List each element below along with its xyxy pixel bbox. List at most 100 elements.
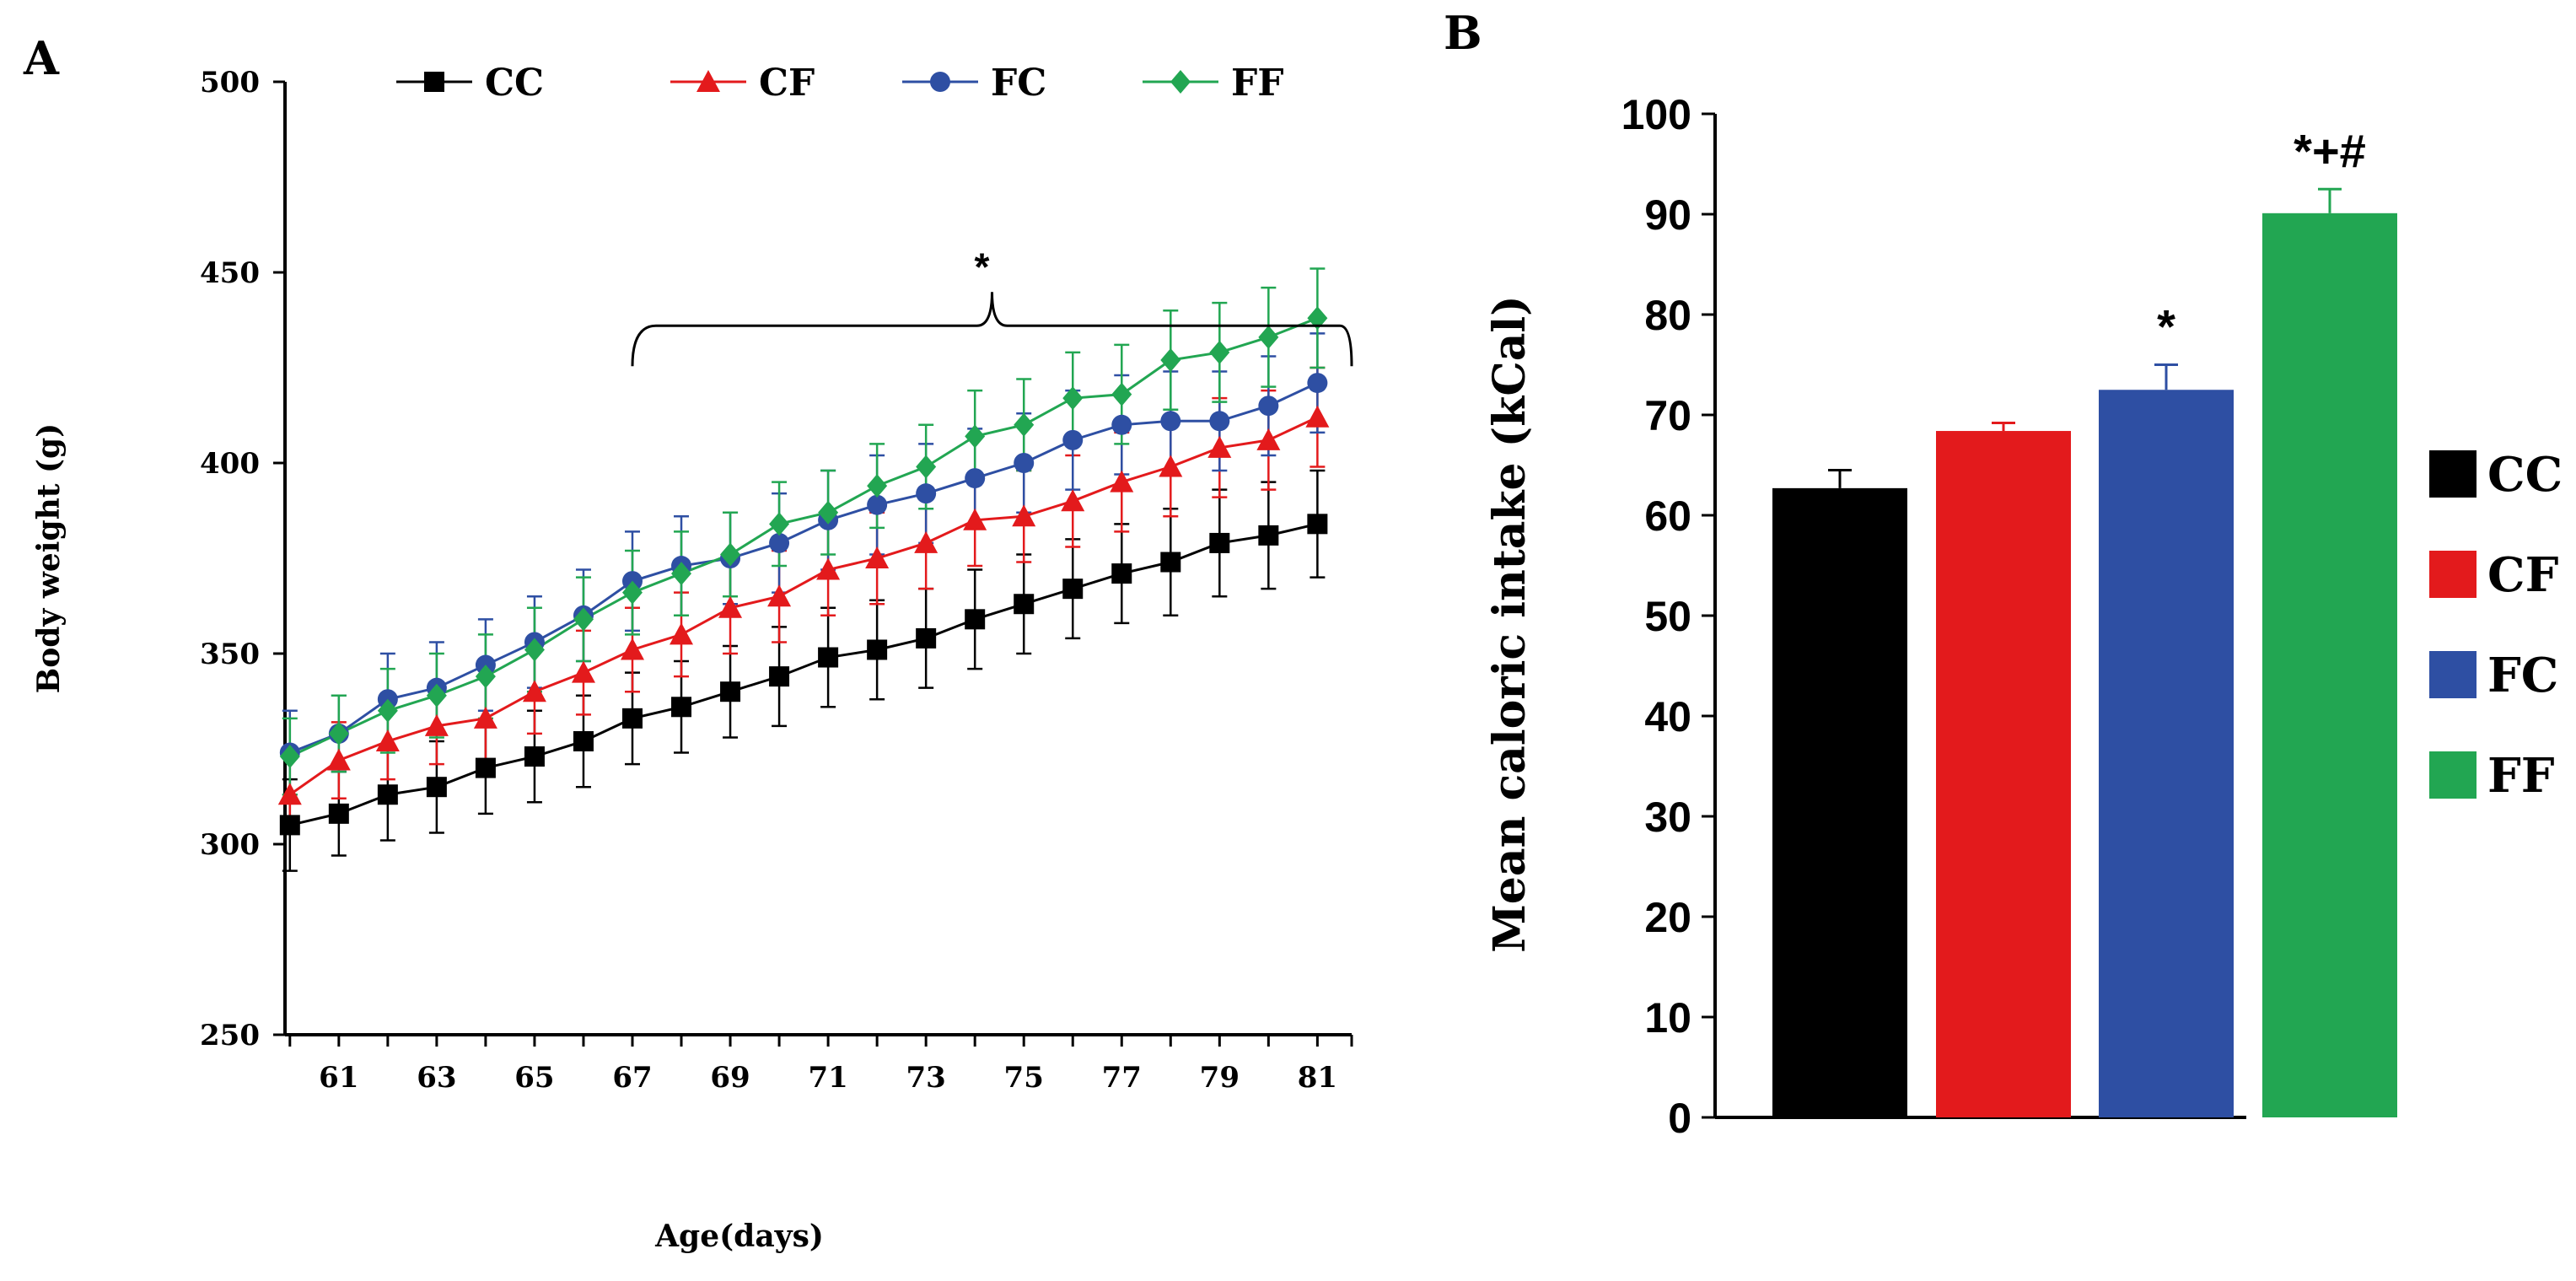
data-point-ff [916, 455, 937, 479]
data-point-cf [670, 622, 694, 645]
y-tick-label-b: 30 [1644, 794, 1691, 841]
data-point-cf [963, 508, 987, 530]
y-tick-label-b: 100 [1621, 91, 1691, 138]
data-point-ff [328, 721, 349, 745]
data-point-cc [573, 730, 594, 751]
legend-label-cf: CF [759, 62, 815, 105]
data-point-cf [375, 729, 400, 751]
data-point-cc [671, 697, 692, 718]
data-point-ff [867, 474, 888, 498]
data-point-cc [524, 746, 545, 767]
legend-swatch-cf [2429, 551, 2477, 598]
data-point-ff [1111, 382, 1132, 406]
legend-label-cc: CC [2487, 447, 2563, 503]
data-point-cc [377, 784, 398, 805]
x-tick-label-a: 71 [808, 1061, 847, 1095]
data-point-cc [1014, 594, 1035, 615]
x-tick-label-a: 61 [319, 1061, 358, 1095]
data-point-fc [1160, 411, 1181, 432]
series-line-fc [289, 381, 1319, 754]
data-point-cf [620, 638, 644, 660]
data-point-cc [475, 757, 496, 778]
data-point-cf [1012, 504, 1036, 527]
legend-marker-fc [930, 72, 950, 92]
y-tick-label-b: 20 [1644, 894, 1691, 941]
data-point-fc [1307, 373, 1328, 394]
y-tick-label-b: 0 [1668, 1095, 1691, 1142]
x-tick-label-a: 69 [710, 1061, 750, 1095]
data-point-cf [522, 680, 546, 702]
data-point-ff [279, 745, 300, 769]
data-point-cc [1258, 525, 1279, 546]
y-tick-label-b: 50 [1644, 593, 1691, 640]
y-axis-label-b: Mean caloric intake (kCal) [1484, 295, 1535, 953]
legend-label-ff: FF [2487, 748, 2555, 804]
data-point-cc [1209, 532, 1230, 553]
y-tick-label-a: 250 [200, 1019, 260, 1052]
data-point-ff [377, 698, 398, 723]
data-point-ff [1014, 412, 1035, 437]
legend-label-ff: FF [1231, 62, 1283, 105]
bar-chart-caloric-intake: 0 10 20 30 40 50 60 70 80 90 100 * *+# CC CF FC FF Mea… [1484, 91, 2563, 1142]
series-line-ff [289, 316, 1318, 758]
legend-marker-cf [696, 70, 720, 92]
bar-cc [1772, 487, 1907, 1117]
y-tick-label-b: 10 [1644, 994, 1691, 1041]
bar-cf [1936, 431, 2071, 1117]
line-chart-body-weight: 250 300 350 400 450 500 61 63 65 67 69 71 73 75 77 79 8… [31, 62, 1353, 1254]
legend-label-fc: FC [991, 62, 1046, 105]
legend-label-fc: FC [2487, 648, 2558, 703]
data-point-cf [1110, 470, 1134, 492]
data-point-ff [965, 424, 986, 449]
data-point-cf [277, 783, 302, 805]
data-point-ff [426, 683, 447, 708]
data-point-ff [621, 580, 643, 605]
data-point-cc [965, 609, 986, 630]
data-point-cc [1160, 552, 1181, 573]
x-tick-label-a: 77 [1102, 1061, 1142, 1095]
data-point-cc [426, 777, 447, 798]
data-point-cc [769, 666, 790, 687]
legend-swatch-ff [2429, 751, 2477, 799]
x-tick-label-a: 65 [514, 1061, 554, 1095]
data-point-cf [1159, 455, 1183, 477]
y-axis-label-a: Body weight (g) [31, 423, 67, 693]
data-point-ff [524, 638, 545, 662]
data-point-ff [573, 607, 594, 632]
data-point-cc [1111, 563, 1132, 584]
data-point-fc [1014, 453, 1035, 473]
data-point-ff [1062, 386, 1084, 411]
data-point-cf [914, 530, 938, 553]
data-point-cf [326, 748, 351, 771]
y-tick-label-b: 60 [1644, 492, 1691, 540]
data-point-ff [1307, 306, 1328, 331]
data-point-ff [1258, 325, 1279, 349]
data-point-cf [1061, 489, 1085, 512]
series-line-cf [288, 416, 1319, 796]
data-point-fc [1062, 429, 1084, 450]
x-tick-label-a: 73 [906, 1061, 945, 1095]
data-point-cf [1256, 428, 1281, 450]
bar-annotation-fc: * [2157, 300, 2175, 353]
data-point-cf [865, 546, 890, 568]
legend-marker-ff [1170, 70, 1191, 94]
data-point-cc [1062, 579, 1084, 600]
panel-b-label: B [1444, 6, 1482, 60]
significance-bracket [631, 292, 1353, 367]
x-tick-label-a: 67 [612, 1061, 652, 1095]
data-point-cf [718, 595, 743, 618]
y-tick-label-a: 300 [200, 828, 260, 862]
data-point-fc [916, 483, 937, 504]
series-line-cc [289, 522, 1318, 826]
data-point-fc [867, 494, 888, 515]
data-point-cc [916, 627, 937, 649]
significance-asterisk-a: * [975, 245, 990, 288]
panel-a-label: A [23, 31, 60, 85]
data-point-ff [769, 512, 790, 536]
data-point-ff [1209, 340, 1230, 364]
bar-fc [2099, 390, 2234, 1117]
y-tick-label-b: 40 [1644, 693, 1691, 740]
y-tick-label-a: 350 [200, 638, 260, 671]
data-point-cc [1307, 514, 1328, 535]
